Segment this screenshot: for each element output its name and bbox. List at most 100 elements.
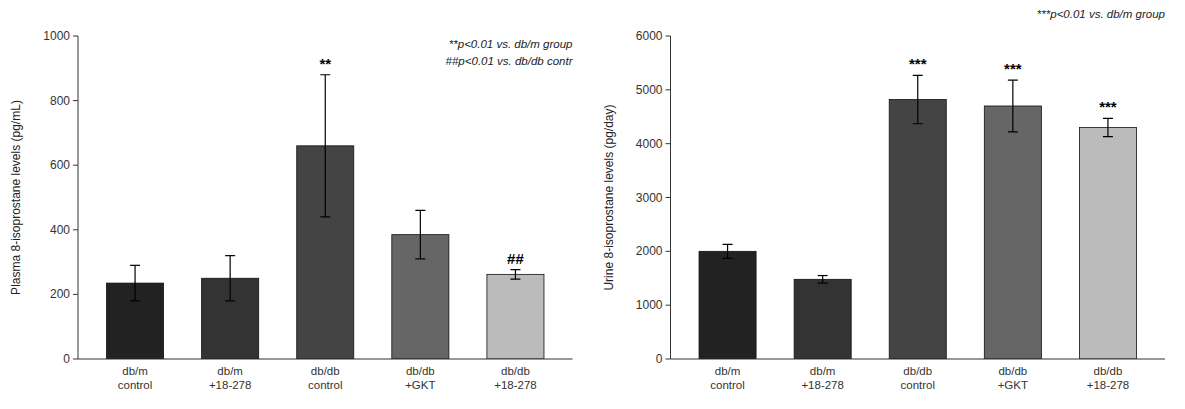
x-tick-label: db/db control [308,365,343,391]
x-tick-label: db/mcontrol [118,365,153,391]
y-tick [73,165,78,166]
error-cap [130,300,140,301]
error-line [1107,118,1108,136]
x-tick-label-line: db/m [715,365,741,377]
note: ##p<0.01 vs. db/db contr [446,55,574,67]
error-bar [320,75,330,217]
error-line [1012,80,1013,132]
bar [984,106,1041,359]
x-tick-label: db/dbcontrol [900,365,935,391]
y-tick-label: 0 [63,352,70,366]
bar [699,251,756,359]
y-tick [73,229,78,230]
y-tick-label: 200 [50,287,70,301]
x-tick-label: db/db+GKT [998,365,1028,391]
y-axis [78,36,79,359]
x-tick-label-line: +18-278 [801,379,844,391]
error-cap [510,269,520,270]
x-tick-label: db/db +18-278 [1087,365,1130,391]
x-tick-label-line: db/db [1094,365,1123,377]
error-cap [415,258,425,259]
error-line [727,244,728,258]
x-tick-label-line: +18-278 [494,379,537,391]
y-tick-label: 4000 [636,137,663,151]
error-cap [818,275,828,276]
y-axis-label: Urine 8-isoprostane levels (pg/day) [602,104,616,290]
y-tick [666,197,671,198]
x-axis [671,359,1166,360]
y-tick-label: 400 [50,223,70,237]
y-tick [666,36,671,37]
x-axis [78,359,573,360]
y-tick-label: 6000 [636,29,663,43]
bar [487,274,544,359]
x-tick-label-line: +18-278 [1087,379,1130,391]
error-cap [130,265,140,266]
error-cap [723,258,733,259]
x-tick-label-line: db/m [810,365,836,377]
x-tick-label-line: control [118,379,153,391]
y-tick [73,36,78,37]
error-cap [510,279,520,280]
x-tick-label-line: +18-278 [209,379,252,391]
x-tick-label-line: db/db [311,365,340,377]
error-bar [130,265,140,301]
y-tick [73,294,78,295]
x-tick-label: db/db+18-278 [494,365,537,391]
error-cap [818,282,828,283]
bars [699,75,1136,359]
note: **p<0.01 vs. db/m group [449,38,573,50]
y-tick-label: 1000 [43,29,70,43]
annotation: *** [1099,98,1117,115]
y-tick-label: 0 [656,352,663,366]
y-tick [73,100,78,101]
annotation: *** [1004,60,1022,77]
y-tick [666,89,671,90]
error-cap [723,244,733,245]
error-bar [1008,80,1018,132]
x-tick-label-line: db/db [406,365,435,377]
x-tick-label-line: db/db [998,365,1027,377]
bar [794,279,851,359]
error-cap [225,300,235,301]
error-bar [1103,118,1113,136]
x-tick-label: db/db +GKT [405,365,435,391]
panel: 0100020003000400050006000Urine 8-isopros… [602,8,1166,391]
error-line [822,276,823,284]
x-tick-label-line: db/m [217,365,243,377]
error-bar [913,75,923,123]
error-line [325,75,326,217]
figure: 02004006008001000Plasma 8-isoprostane le… [0,0,1185,409]
error-line [134,265,135,301]
error-bar [818,276,828,284]
error-bar [415,210,425,258]
y-tick [666,251,671,252]
y-tick-label: 5000 [636,83,663,97]
error-bar [510,270,520,280]
x-tick-label-line: +GKT [405,379,435,391]
x-tick-label: db/mcontrol [710,365,745,391]
bar [1079,128,1136,359]
y-tick [666,305,671,306]
y-tick-label: 1000 [636,298,663,312]
bar [889,100,946,359]
error-line [515,270,516,280]
error-cap [913,123,923,124]
y-tick-label: 2000 [636,244,663,258]
x-tick-label-line: db/db [903,365,932,377]
annotation: ** [319,55,331,72]
y-tick [666,143,671,144]
y-tick-label: 600 [50,158,70,172]
x-tick-label-line: control [308,379,343,391]
y-axis-label: Plasma 8-isoprostane levels (pg/mL) [9,100,23,295]
error-cap [1103,118,1113,119]
error-bar [225,256,235,301]
error-cap [225,255,235,256]
error-cap [913,75,923,76]
x-tick-label: db/m +18-278 [209,365,252,391]
error-line [420,210,421,258]
error-cap [320,74,330,75]
error-cap [1008,131,1018,132]
annotation: ## [507,250,524,267]
error-cap [320,216,330,217]
